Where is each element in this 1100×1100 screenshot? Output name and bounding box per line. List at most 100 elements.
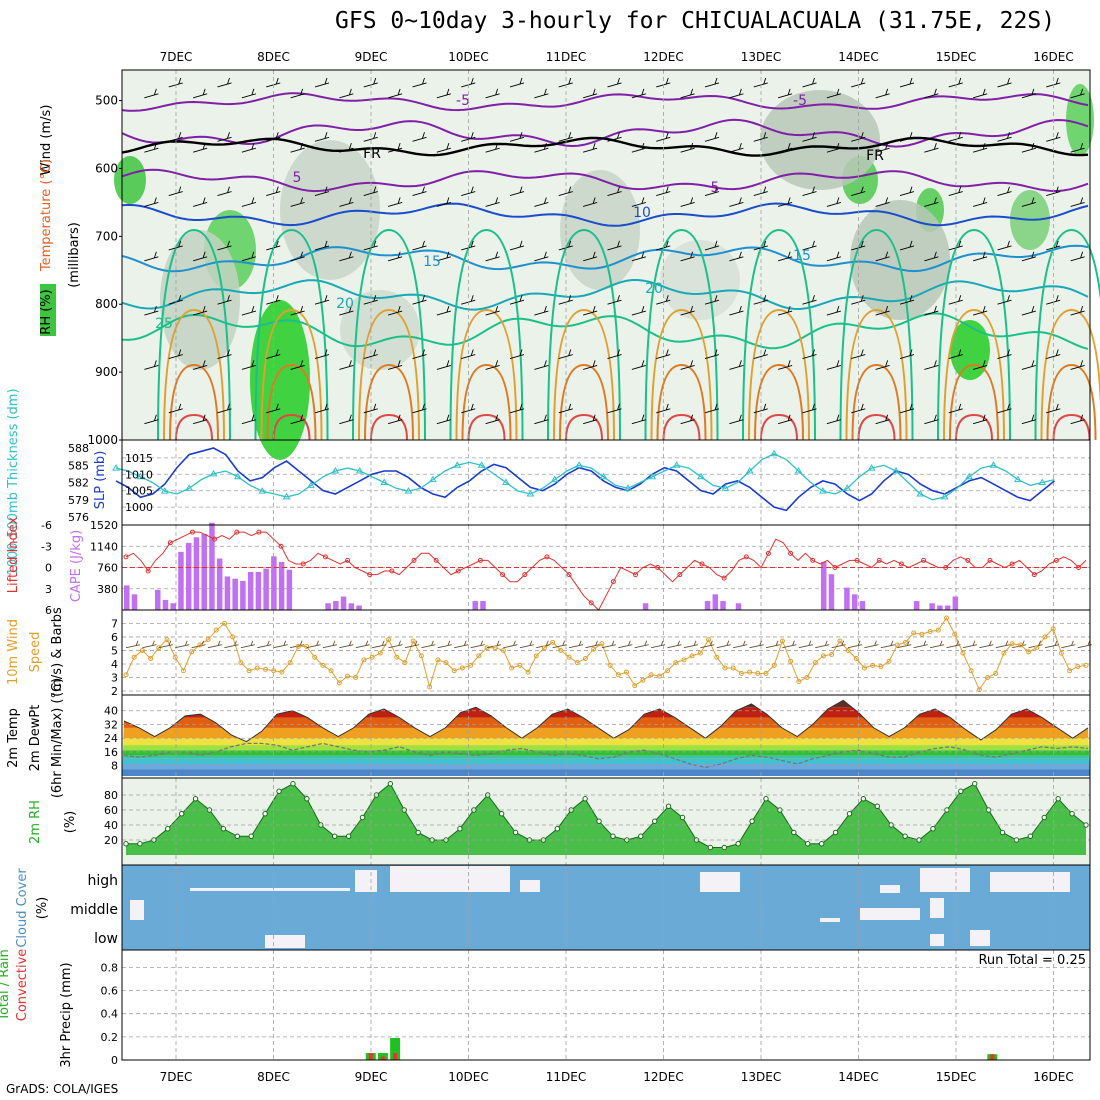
thickness-marker	[307, 481, 315, 488]
cloud-cover-block	[190, 888, 350, 891]
wind-barb	[851, 186, 866, 197]
surface-temp-contour	[644, 228, 719, 441]
wind-speed-marker	[427, 684, 433, 690]
wind-barb	[583, 88, 598, 99]
thickness-marker	[380, 478, 389, 485]
wind-barb	[436, 143, 451, 153]
thickness-marker	[331, 467, 340, 474]
wind-speed-marker	[386, 637, 392, 643]
wind-barb	[899, 186, 915, 197]
wind-barb	[826, 305, 841, 316]
wind-barb	[753, 349, 768, 359]
wind-barb	[924, 143, 939, 153]
surface-wind-barb	[880, 640, 895, 649]
wind-barb	[583, 251, 598, 262]
wind-speed-marker	[558, 647, 564, 653]
thickness-marker	[526, 490, 535, 497]
wind-barb	[704, 403, 720, 414]
wind-barb	[217, 403, 232, 414]
wind-speed-marker	[139, 647, 145, 653]
surface-wind-barb	[158, 640, 173, 649]
date-label-bottom: 12DEC	[643, 1070, 683, 1084]
wind-barb	[875, 360, 890, 370]
wind-barb	[241, 251, 256, 262]
wind-speed-marker	[402, 660, 408, 666]
wind-speed-marker	[599, 641, 605, 647]
surface-wind-barb	[273, 640, 288, 649]
surface-wind-barb	[667, 640, 682, 649]
cape-bar	[642, 603, 649, 610]
pressure-tick-label: 1000	[87, 433, 118, 447]
surface-temp-contour	[650, 308, 713, 441]
wind-speed-marker	[673, 660, 679, 666]
cloud-unit-label: (%)	[35, 897, 50, 920]
surface-wind-barb	[142, 640, 157, 649]
surface-temp-contour	[656, 363, 707, 441]
wind-barb	[680, 251, 695, 262]
rh-marker	[387, 781, 394, 787]
lifted-index-marker	[810, 557, 816, 563]
cape-tick-label: 1520	[90, 519, 118, 532]
wind-barb	[631, 251, 646, 262]
wind-speed-marker	[771, 662, 777, 668]
rh-marker	[192, 796, 199, 802]
wind-barb	[607, 295, 622, 305]
wind-speed-marker	[221, 620, 227, 626]
rh-marker	[248, 833, 254, 839]
wind-barb	[729, 360, 744, 370]
pressure-tick-label: 800	[95, 297, 118, 311]
wind-speed-marker	[369, 654, 375, 660]
wind-barb	[997, 240, 1012, 251]
surface-temp-contour	[553, 308, 615, 441]
contour-label: FR	[866, 148, 884, 164]
wind-barb	[412, 349, 427, 359]
wind-barb	[363, 403, 378, 414]
wind-barb	[778, 360, 793, 370]
cloud-cover-axis-label: Cloud Cover	[15, 868, 30, 948]
li-tick-label: -3	[41, 540, 52, 553]
surface-temp-contour	[937, 228, 1011, 441]
lifted-index-marker	[189, 529, 195, 535]
wind-barb	[924, 88, 939, 99]
wind-speed-line	[125, 617, 1087, 691]
rh-marker	[651, 818, 658, 824]
contour-label: 15	[423, 254, 441, 270]
thickness-marker	[1038, 478, 1047, 485]
lifted-index-marker	[943, 565, 949, 570]
cape-bar	[247, 571, 254, 610]
lifted-index-marker	[610, 579, 616, 585]
precip-convective-bar	[380, 1056, 385, 1060]
wind-barb	[583, 143, 598, 153]
thickness-marker	[428, 475, 437, 483]
wind-tick-label: 6	[111, 631, 118, 644]
cape-bar	[170, 603, 176, 610]
thickness-marker	[989, 461, 998, 468]
wind-speed-marker	[944, 615, 950, 621]
lifted-index-marker	[278, 543, 284, 549]
pressure-tick-label: 600	[95, 161, 118, 175]
surface-temp-contour	[565, 413, 603, 441]
lifted-index-marker	[921, 557, 927, 563]
wind-speed-marker	[1009, 641, 1015, 647]
wind-barb	[997, 349, 1012, 359]
wind-barb	[631, 88, 646, 99]
slp-tick-label: 1015	[125, 452, 153, 465]
wind-barb	[973, 305, 988, 316]
wind-tick-label: 3	[111, 671, 118, 684]
wind-barb	[485, 251, 500, 262]
surface-wind-barb	[946, 640, 961, 649]
wind-speed-marker	[853, 656, 859, 662]
cloud-level-label: high	[87, 873, 118, 889]
wind-barb	[753, 403, 768, 414]
rh-marker	[165, 826, 171, 832]
wind-barb	[802, 186, 817, 197]
thickness-marker	[160, 487, 169, 494]
lifted-index-marker	[544, 554, 550, 560]
wind-speed-marker	[919, 631, 925, 637]
wind-barb	[534, 88, 549, 99]
rh-marker	[749, 818, 755, 824]
wind-barb	[534, 360, 549, 370]
wind-barb	[997, 132, 1012, 142]
surface-wind-barb	[995, 640, 1010, 649]
cape-bar	[154, 589, 161, 610]
